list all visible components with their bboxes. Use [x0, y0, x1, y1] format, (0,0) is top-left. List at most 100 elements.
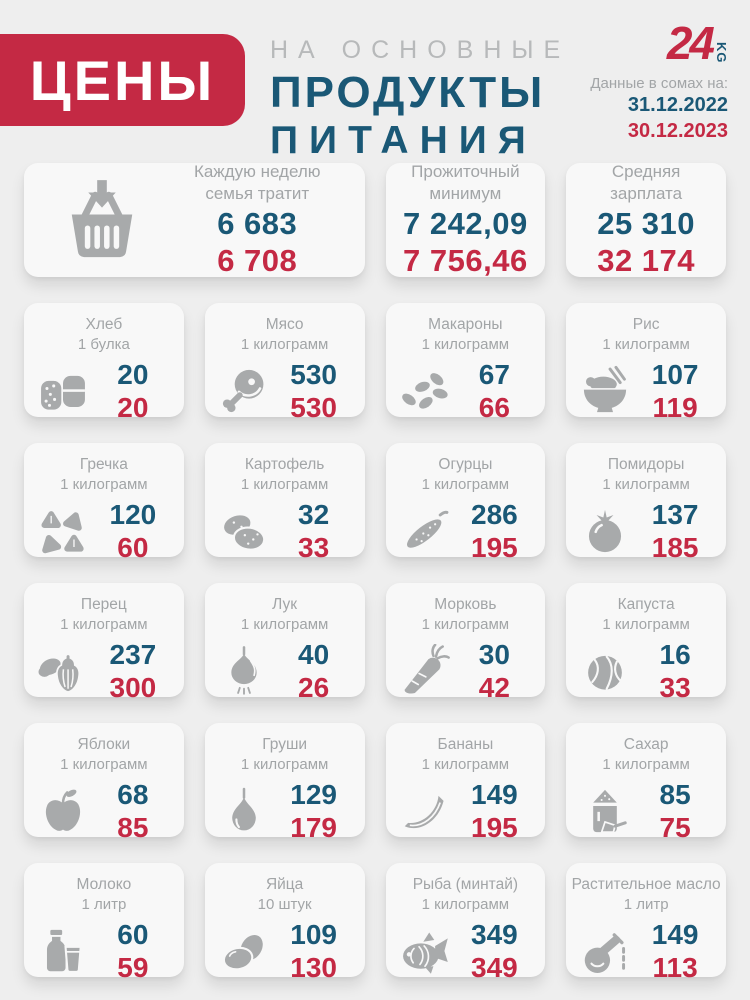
bread-icon: [36, 364, 90, 418]
product-name: Бананы: [437, 736, 494, 753]
currency-note: Данные в сомах на:: [590, 75, 728, 92]
price-2023: 33: [298, 532, 330, 564]
price-2023: 33: [659, 672, 691, 704]
product-price-row: 16 33: [566, 638, 726, 704]
product-price-row: 120 60: [24, 498, 184, 564]
product-unit: 1 килограмм: [60, 756, 148, 773]
product-unit: 1 килограмм: [60, 476, 148, 493]
price-2023: 179: [290, 812, 337, 844]
price-2022: 129: [290, 779, 337, 810]
price-2022: 107: [651, 359, 699, 390]
product-name: Яйца: [265, 876, 304, 893]
product-values: 129 179: [271, 778, 357, 844]
product-price-row: 40 26: [205, 638, 365, 704]
price-2023: 185: [651, 532, 699, 564]
product-unit: 1 килограмм: [240, 616, 329, 633]
pear-icon: [217, 784, 271, 838]
product-name: Гречка: [79, 456, 128, 473]
weekly-spend-label: Каждую неделю семья тратит: [150, 161, 365, 205]
product-unit: 1 литр: [623, 896, 669, 913]
price-2023: 530: [290, 392, 337, 424]
cabbage-icon: [578, 644, 632, 698]
product-unit: 1 килограмм: [60, 616, 148, 633]
banana-icon: [398, 784, 452, 838]
price-2023: 42: [478, 672, 510, 704]
salary-label-line2: зарплата: [610, 183, 683, 203]
product-card: Бананы 1 килограмм 149 195: [385, 723, 546, 843]
product-name: Яблоки: [77, 736, 131, 753]
title-badge: ЦЕНЫ: [0, 34, 245, 126]
price-2023: 20: [117, 392, 149, 424]
product-name: Капуста: [617, 596, 675, 613]
price-2023: 26: [298, 672, 330, 704]
product-card: Морковь 1 килограмм 30 42: [385, 583, 546, 703]
product-price-row: 286 195: [386, 498, 546, 564]
average-salary-label: Средняя зарплата: [610, 161, 682, 205]
subsistence-label-line2: минимум: [429, 183, 502, 203]
subsistence-label-line1: Прожиточный: [411, 162, 520, 182]
product-unit: 1 килограмм: [421, 476, 510, 493]
product-price-row: 349 349: [386, 918, 546, 984]
product-card: Сахар 1 килограмм 85 75: [566, 723, 726, 843]
product-values: 40 26: [271, 638, 357, 704]
product-card: Перец 1 килограмм 237 300: [24, 583, 184, 703]
product-unit: 1 килограмм: [602, 756, 690, 773]
product-name: Картофель: [244, 456, 325, 473]
price-2023: 130: [290, 952, 337, 984]
weekly-spend-card: Каждую неделю семья тратит 6 683 6 708: [24, 161, 365, 278]
product-price-row: 237 300: [24, 638, 184, 704]
salary-label-line1: Средняя: [611, 162, 681, 182]
product-name: Молоко: [76, 876, 132, 893]
product-values: 120 60: [90, 498, 176, 564]
product-card: Яблоки 1 килограмм 68 85: [24, 723, 184, 843]
badge-title: ЦЕНЫ: [29, 48, 216, 112]
cucumber-icon: [398, 504, 452, 558]
product-card: Растительное масло 1 литр 149 113: [566, 863, 726, 983]
subsistence-2022: 7 242,09: [403, 205, 528, 241]
product-name: Макароны: [428, 316, 503, 333]
product-values: 137 185: [632, 498, 718, 564]
product-values: 349 349: [452, 918, 538, 984]
apple-icon: [36, 784, 90, 838]
price-2023: 85: [117, 812, 149, 844]
header: ЦЕНЫ НА ОСНОВНЫЕ ПРОДУКТЫ ПИТАНИЯ 24 KG …: [0, 0, 750, 163]
brand-block: 24 KG Данные в сомах на: 31.12.2022 30.1…: [590, 20, 729, 145]
product-card: Молоко 1 литр 60 59: [24, 863, 184, 983]
fish-icon: [398, 924, 452, 978]
product-card: Груши 1 килограмм 129 179: [204, 723, 365, 843]
price-2022: 149: [471, 779, 518, 810]
product-unit: 1 килограмм: [421, 896, 510, 913]
price-2023: 300: [109, 672, 157, 704]
product-values: 530 530: [271, 358, 357, 424]
product-unit: 1 килограмм: [240, 756, 329, 773]
product-card: Лук 1 килограмм 40 26: [204, 583, 365, 703]
price-2022: 530: [290, 359, 337, 390]
product-price-row: 109 130: [205, 918, 365, 984]
buckwheat-icon: [36, 504, 90, 558]
weekly-spend-label-line1: Каждую неделю: [193, 162, 321, 182]
product-name: Растительное масло: [571, 876, 721, 893]
product-name: Хлеб: [85, 316, 123, 333]
product-price-row: 107 119: [566, 358, 726, 424]
product-name: Лук: [272, 596, 298, 613]
title-lines: НА ОСНОВНЫЕ ПРОДУКТЫ ПИТАНИЯ: [270, 36, 570, 163]
price-2022: 68: [117, 779, 149, 810]
price-2022: 32: [298, 499, 330, 530]
price-2022: 85: [659, 779, 691, 810]
rice-icon: [578, 364, 632, 418]
price-2023: 349: [471, 952, 518, 984]
price-2022: 120: [109, 499, 157, 530]
price-2023: 60: [117, 532, 149, 564]
product-unit: 1 килограмм: [602, 616, 690, 633]
product-values: 68 85: [90, 778, 176, 844]
product-unit: 1 килограмм: [602, 336, 690, 353]
price-2022: 67: [478, 359, 510, 390]
product-card: Огурцы 1 килограмм 286 195: [385, 443, 546, 563]
subsistence-2023: 7 756,46: [403, 242, 528, 278]
header-title-line1: ПРОДУКТЫ: [270, 68, 546, 117]
product-card: Макароны 1 килограмм 67 66: [385, 303, 546, 423]
product-values: 149 113: [632, 918, 718, 984]
product-unit: 1 килограмм: [240, 476, 329, 493]
product-unit: 10 штук: [257, 896, 312, 913]
price-2022: 286: [471, 499, 518, 530]
